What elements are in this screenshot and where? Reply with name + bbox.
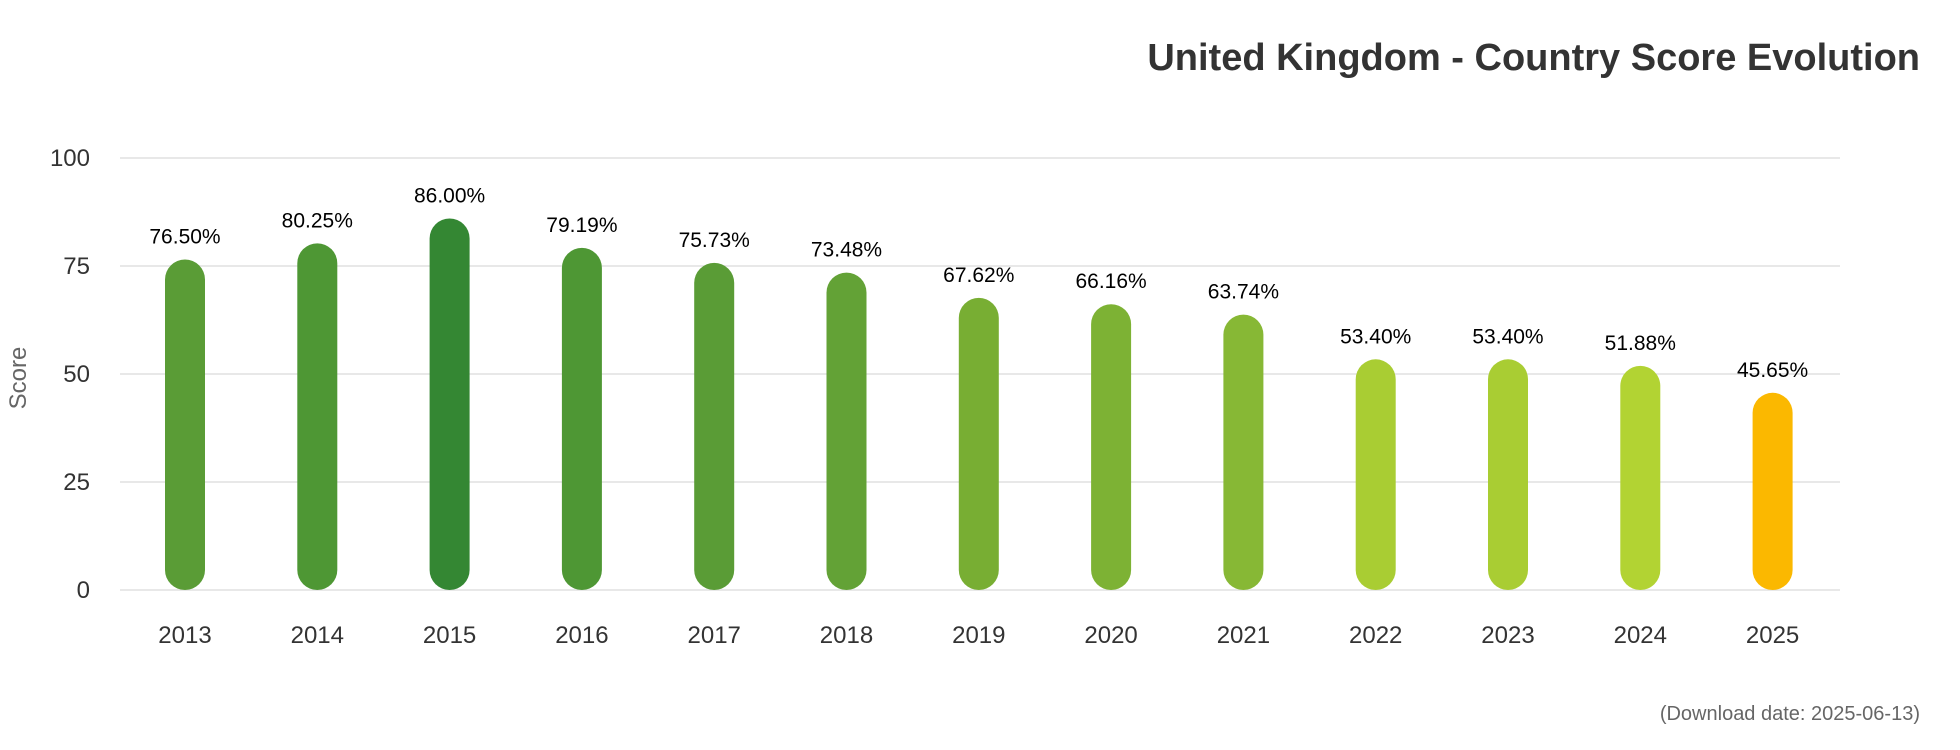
data-label-2022: 53.40% [1340,325,1411,348]
bar-2013 [165,259,205,590]
bar-2022 [1355,359,1396,590]
data-label-2015: 86.00% [414,184,485,207]
x-tick-label: 2018 [820,622,873,649]
data-label-2021: 63.74% [1208,281,1279,304]
bar-2023 [1488,359,1528,590]
x-tick-label: 2016 [555,622,608,649]
x-axis-ticks: 2013 2014 2015 2016 2017 2018 2019 2020 2021 2022… [158,622,1799,649]
chart-title: United Kingdom - Country Score Evolution [1147,37,1920,79]
x-tick-label: 2024 [1614,622,1667,649]
y-tick-label: 100 [50,145,90,172]
data-label-2019: 67.62% [943,264,1014,287]
y-tick-label: 0 [77,577,90,604]
data-label-2024: 51.88% [1605,332,1676,355]
x-tick-label: 2025 [1746,622,1799,649]
bar-2017 [694,262,735,590]
bar-2015 [429,218,470,591]
data-label-2013: 76.50% [149,226,220,249]
data-label-2018: 73.48% [811,239,882,262]
x-tick-label: 2019 [952,622,1005,649]
y-tick-label: 25 [63,469,90,496]
x-tick-label: 2014 [291,622,344,649]
y-axis-label: Score [5,347,32,410]
data-label-2014: 80.25% [282,209,353,232]
data-labels: 76.50% 80.25% 86.00% 79.19% 75.73% 73.48% 67.6… [149,184,1808,381]
bar-2019 [958,297,999,590]
y-tick-label: 75 [63,253,90,280]
bar-2014 [297,243,338,590]
bar-2024 [1620,365,1661,590]
data-label-2020: 66.16% [1075,270,1146,293]
x-tick-label: 2015 [423,622,476,649]
data-label-2017: 75.73% [679,229,750,252]
bar-2025 [1752,392,1793,590]
x-tick-label: 2023 [1481,622,1534,649]
bar-2016 [561,247,602,590]
data-label-2023: 53.40% [1472,325,1543,348]
x-tick-label: 2013 [158,622,211,649]
x-tick-label: 2017 [688,622,741,649]
y-axis-ticks: 0 25 50 75 100 [50,145,90,604]
y-tick-label: 50 [63,361,90,388]
download-date-note: (Download date: 2025-06-13) [1660,703,1920,725]
bar-2021 [1223,314,1264,590]
bar-2018 [826,272,867,590]
data-label-2025: 45.65% [1737,359,1808,382]
bars [165,218,1793,591]
x-tick-label: 2021 [1217,622,1270,649]
bar-2020 [1091,304,1132,590]
x-tick-label: 2022 [1349,622,1402,649]
x-tick-label: 2020 [1084,622,1137,649]
data-label-2016: 79.19% [546,214,617,237]
